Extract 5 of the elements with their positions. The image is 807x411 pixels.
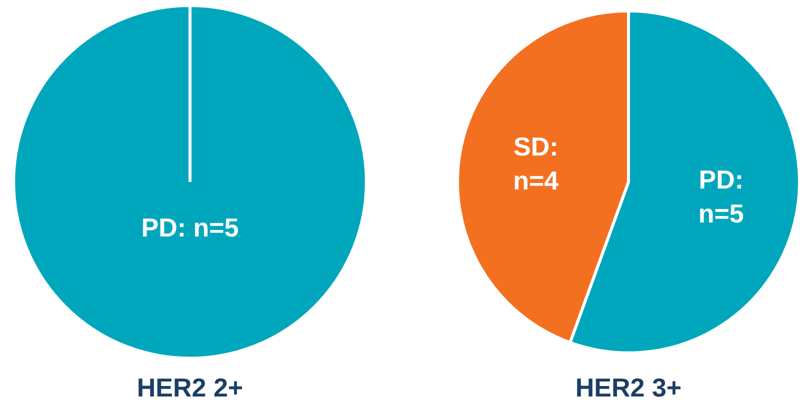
data-label: PD: n=5 [141, 212, 239, 243]
data-label: PD: n=5 [698, 164, 744, 228]
text: HER2 3+ [575, 372, 682, 403]
data-label: SD: n=4 [513, 132, 560, 196]
text: HER2 2+ [136, 372, 244, 403]
